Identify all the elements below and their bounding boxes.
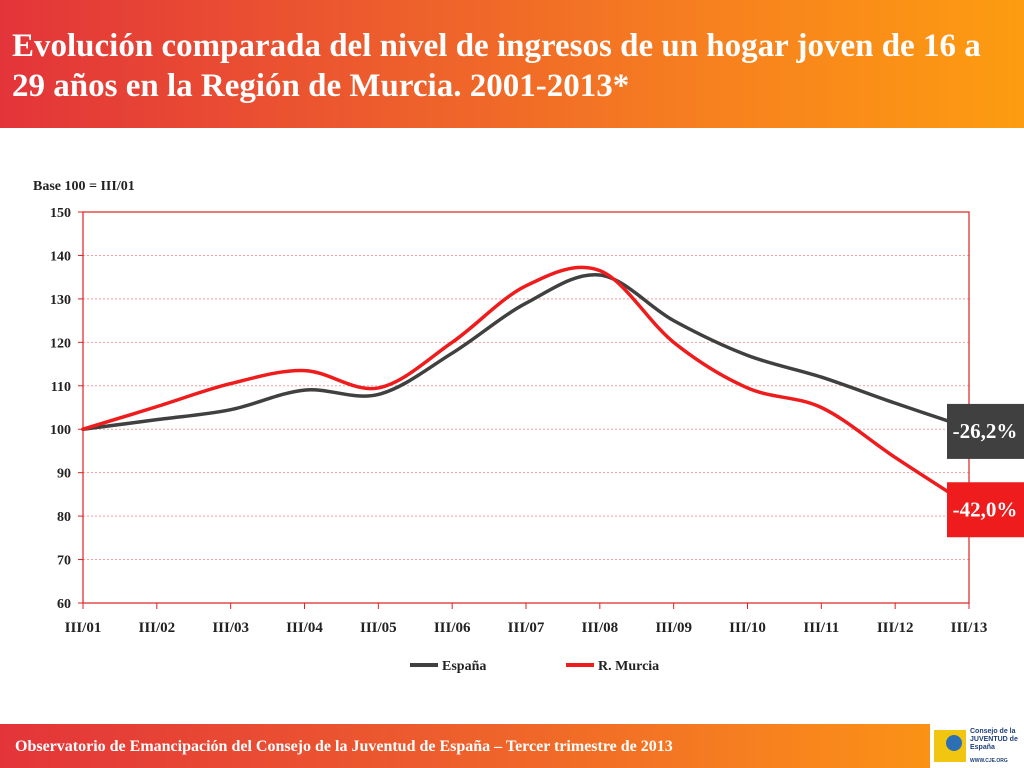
legend-label: España <box>442 659 486 674</box>
cje-logo-text: Consejo de la JUVENTUD de España <box>970 728 1018 751</box>
plot-border <box>82 211 970 604</box>
x-tick-label: III/12 <box>877 620 914 636</box>
x-tick-label: III/11 <box>803 620 839 636</box>
cje-logo-url: WWW.CJE.ORG <box>970 758 1008 764</box>
x-tick-label: III/03 <box>212 620 249 636</box>
x-tick-label: III/01 <box>65 620 102 636</box>
x-tick-label: III/10 <box>729 620 766 636</box>
series-line-espana <box>81 272 971 431</box>
annotation-espana: -26,2% <box>947 403 1024 459</box>
page-title: Evolución comparada del nivel de ingreso… <box>12 28 981 104</box>
x-tick-label: III/07 <box>508 620 545 636</box>
x-tick-label: III/06 <box>434 620 471 636</box>
chart-area: 60 70 80 90 100 110 120 130 140 150 Base 100 = III… <box>0 128 1024 724</box>
footer-banner: Observatorio de Emancipación del Consejo… <box>0 724 1024 768</box>
footer-text: Observatorio de Emancipación del Consejo… <box>15 738 673 755</box>
annotation-box <box>947 403 1024 459</box>
title-banner: Evolución comparada del nivel de ingreso… <box>0 0 1024 128</box>
annotation-murcia: -42,0% <box>947 482 1024 538</box>
y-tick-label: 60 <box>57 597 71 612</box>
x-tick-label: III/09 <box>655 620 692 636</box>
x-tick-label: III/02 <box>138 620 175 636</box>
y-tick-label: 110 <box>51 380 71 395</box>
y-tick-label: 150 <box>50 206 71 221</box>
y-tick-label: 130 <box>50 293 71 308</box>
cje-logo[interactable]: Consejo de la JUVENTUD de España WWW.CJE… <box>930 724 1024 768</box>
y-tick-label: 70 <box>57 554 71 569</box>
annotation-label: -42,0% <box>953 497 1018 521</box>
x-tick-label: III/13 <box>951 620 988 636</box>
annotation-label: -26,2% <box>953 419 1018 443</box>
series-line-murcia <box>81 265 971 507</box>
y-tick-label: 120 <box>50 336 71 351</box>
x-tick-label: III/08 <box>581 620 618 636</box>
y-tick-label: 80 <box>57 510 71 525</box>
cje-logo-icon <box>934 730 966 762</box>
x-tick-label: III/05 <box>360 620 397 636</box>
y-tick-label: 90 <box>57 467 71 482</box>
line-chart: 60 70 80 90 100 110 120 130 140 150 Base 100 = III… <box>33 179 1024 674</box>
y-tick-label: 140 <box>50 249 71 264</box>
x-tick-label: III/04 <box>286 620 323 636</box>
legend-label: R. Murcia <box>598 659 659 674</box>
y-tick-label: 100 <box>50 423 71 438</box>
annotation-box <box>947 482 1024 538</box>
y-axis-label: Base 100 = III/01 <box>33 179 135 194</box>
